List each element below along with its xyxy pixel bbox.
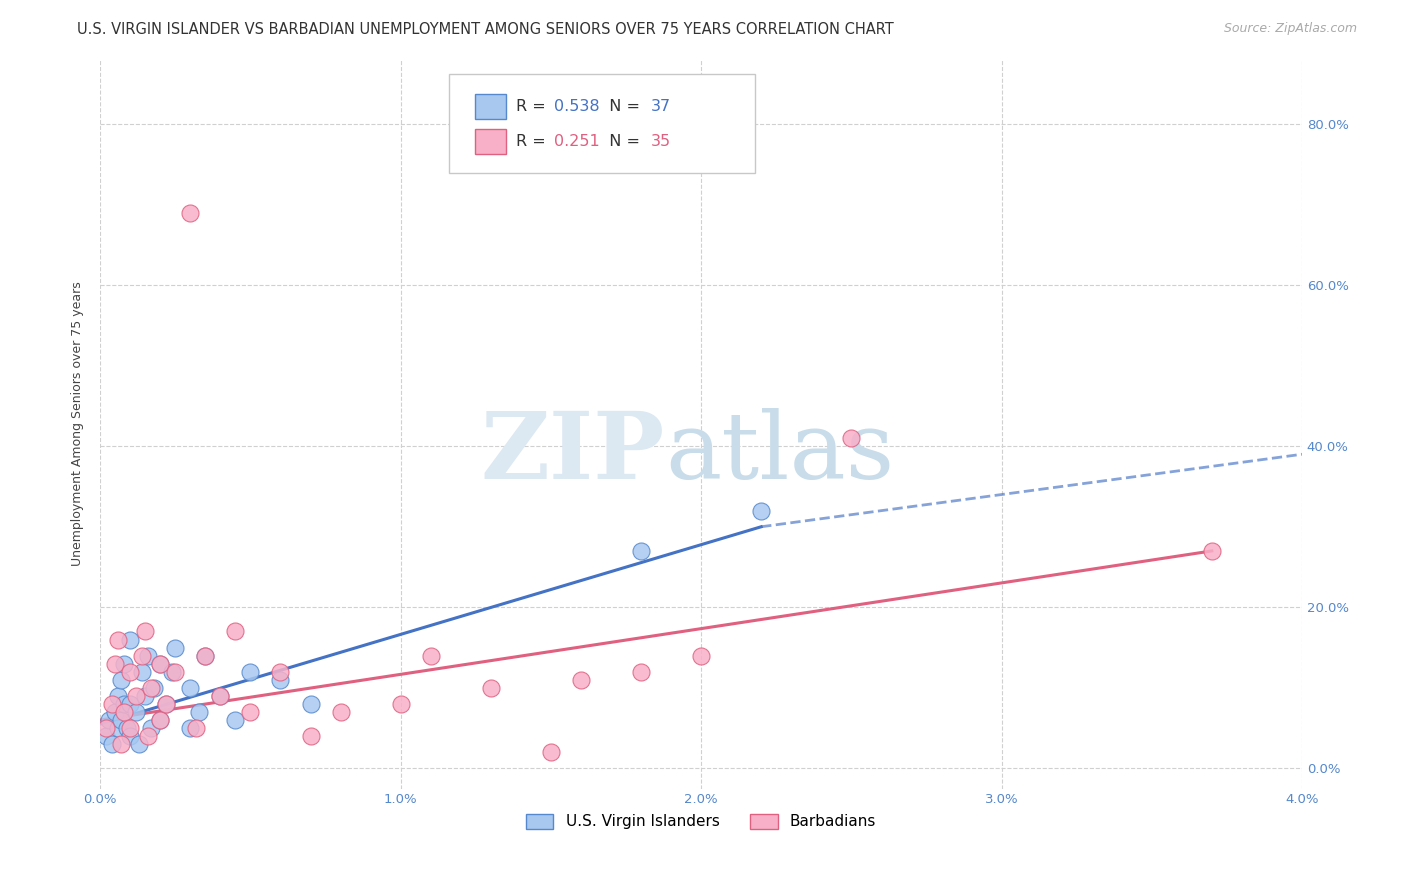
Point: [120, 632, 142, 647]
Point: [96, 721, 118, 735]
Point: [107, 721, 129, 735]
Point: [239, 705, 262, 719]
Point: [224, 713, 246, 727]
Point: [107, 689, 129, 703]
Point: [179, 205, 201, 219]
Text: 35: 35: [651, 134, 671, 149]
Point: [149, 657, 172, 671]
Point: [141, 721, 163, 735]
Point: [143, 681, 166, 695]
Point: [839, 431, 862, 445]
Text: U.S. VIRGIN ISLANDER VS BARBADIAN UNEMPLOYMENT AMONG SENIORS OVER 75 YEARS CORRE: U.S. VIRGIN ISLANDER VS BARBADIAN UNEMPL…: [77, 22, 894, 37]
Point: [690, 648, 713, 663]
Point: [134, 689, 156, 703]
Text: 0.538: 0.538: [554, 99, 600, 114]
Point: [120, 729, 142, 743]
Text: N =: N =: [599, 99, 645, 114]
Point: [749, 503, 772, 517]
Legend: U.S. Virgin Islanders, Barbadians: U.S. Virgin Islanders, Barbadians: [520, 808, 883, 836]
Point: [179, 721, 201, 735]
Point: [186, 721, 208, 735]
Point: [112, 705, 135, 719]
Point: [329, 705, 352, 719]
Point: [188, 705, 211, 719]
Point: [540, 745, 562, 759]
Point: [299, 697, 322, 711]
Text: R =: R =: [516, 99, 551, 114]
Point: [112, 657, 135, 671]
FancyBboxPatch shape: [475, 94, 506, 120]
Point: [1201, 544, 1223, 558]
Point: [569, 673, 592, 687]
Y-axis label: Unemployment Among Seniors over 75 years: Unemployment Among Seniors over 75 years: [72, 282, 84, 566]
Point: [194, 648, 217, 663]
Point: [269, 673, 291, 687]
Point: [117, 721, 139, 735]
Point: [239, 665, 262, 679]
FancyBboxPatch shape: [475, 128, 506, 154]
Point: [98, 713, 121, 727]
Point: [125, 705, 148, 719]
Point: [209, 689, 232, 703]
Point: [101, 697, 124, 711]
Text: 0.251: 0.251: [554, 134, 600, 149]
Point: [155, 697, 177, 711]
Point: [165, 640, 187, 655]
Point: [269, 665, 291, 679]
Point: [136, 729, 159, 743]
Point: [630, 544, 652, 558]
Text: Source: ZipAtlas.com: Source: ZipAtlas.com: [1223, 22, 1357, 36]
Point: [104, 705, 127, 719]
Text: R =: R =: [516, 134, 551, 149]
Point: [479, 681, 502, 695]
Point: [96, 729, 118, 743]
Text: ZIP: ZIP: [481, 409, 665, 499]
Point: [101, 737, 124, 751]
Point: [131, 665, 153, 679]
Point: [112, 697, 135, 711]
Text: atlas: atlas: [665, 409, 894, 499]
Point: [194, 648, 217, 663]
Point: [110, 713, 132, 727]
Point: [128, 737, 150, 751]
Point: [155, 697, 177, 711]
Point: [149, 657, 172, 671]
Point: [136, 648, 159, 663]
Point: [120, 665, 142, 679]
Point: [299, 729, 322, 743]
Point: [630, 665, 652, 679]
Point: [389, 697, 412, 711]
Text: 37: 37: [651, 99, 671, 114]
Point: [224, 624, 246, 639]
Point: [110, 673, 132, 687]
Point: [141, 681, 163, 695]
Point: [419, 648, 441, 663]
Point: [120, 697, 142, 711]
Point: [131, 648, 153, 663]
Point: [165, 665, 187, 679]
Point: [149, 713, 172, 727]
FancyBboxPatch shape: [449, 74, 755, 172]
Point: [149, 713, 172, 727]
Point: [209, 689, 232, 703]
Point: [107, 632, 129, 647]
Point: [120, 721, 142, 735]
Text: N =: N =: [599, 134, 645, 149]
Point: [104, 657, 127, 671]
Point: [125, 689, 148, 703]
Point: [134, 624, 156, 639]
Point: [110, 737, 132, 751]
Point: [162, 665, 184, 679]
Point: [179, 681, 201, 695]
